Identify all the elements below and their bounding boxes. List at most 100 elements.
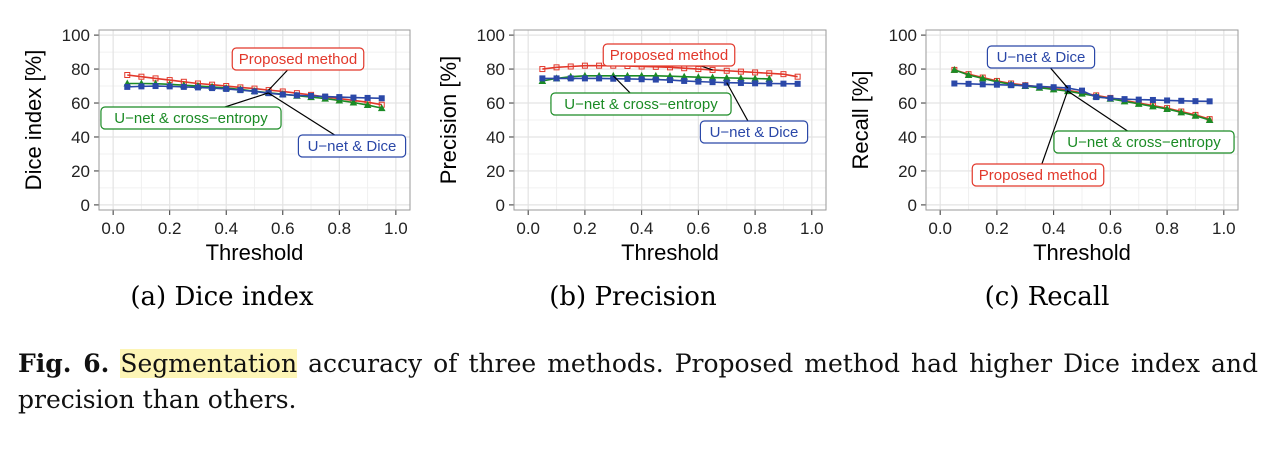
y-tick-label: 20: [486, 162, 505, 181]
data-point: [737, 79, 744, 86]
data-point: [1149, 96, 1156, 103]
data-point: [695, 78, 702, 85]
y-tick-label: 0: [496, 196, 505, 215]
data-point: [610, 75, 617, 82]
data-point: [279, 91, 286, 98]
callout-text: U−net & Dice: [997, 49, 1086, 66]
x-tick-label: 0.6: [271, 219, 295, 238]
data-point: [765, 74, 774, 82]
data-point: [694, 73, 703, 81]
callout-text: Proposed method: [979, 167, 1097, 184]
callout-box: [971, 163, 1105, 187]
y-tick-label: 80: [71, 60, 90, 79]
callout-box: [699, 120, 809, 144]
y-tick-label: 100: [477, 26, 505, 45]
x-tick-label: 0.0: [516, 219, 540, 238]
callout-label: U−net & cross−entropy: [100, 92, 282, 130]
x-tick-label: 0.4: [630, 219, 654, 238]
data-point: [780, 71, 787, 78]
data-point: [1192, 98, 1199, 105]
y-tick-label: 0: [81, 196, 90, 215]
data-point: [965, 80, 972, 87]
callout-box: [550, 92, 732, 116]
data-point: [723, 67, 730, 74]
data-point: [708, 73, 717, 81]
data-point: [194, 84, 201, 91]
data-point: [951, 80, 958, 87]
data-point: [293, 92, 300, 99]
data-point: [1149, 102, 1157, 110]
callout-box: [986, 45, 1096, 69]
x-tick-label: 0.4: [214, 219, 238, 238]
data-point: [993, 81, 1000, 88]
data-point: [737, 74, 745, 82]
figure-caption: Fig. 6. Segmentation accuracy of three m…: [18, 346, 1258, 418]
chart-panel-2: 0.0 0.2 0.4 0.6 0.8 1.0 0 20 40 60 80 100 Threshold P…: [436, 26, 827, 312]
figure-panels: 0.0 0.2 0.4 0.6 0.8 1.0 0 20 40 60 80 100 Threshold D…: [21, 26, 1239, 312]
data-point: [1093, 94, 1100, 101]
data-point: [237, 87, 244, 94]
callout-text: U−net & Dice: [308, 138, 397, 155]
data-point: [1008, 82, 1015, 89]
callout-leader: [1037, 90, 1069, 176]
data-point: [581, 75, 588, 82]
data-point: [979, 81, 986, 88]
y-axis-title: Recall [%]: [848, 70, 873, 169]
callout-label: U−net & Dice: [268, 92, 407, 158]
data-point: [709, 66, 716, 73]
y-tick-label: 40: [71, 128, 90, 147]
callout-text: Proposed method: [610, 47, 728, 64]
data-point: [152, 83, 159, 90]
chart-panel-1: 0.0 0.2 0.4 0.6 0.8 1.0 0 20 40 60 80 100 Threshold D…: [21, 26, 411, 312]
data-point: [780, 80, 787, 87]
caption-highlight: Segmentation: [120, 349, 298, 378]
data-point: [794, 80, 801, 87]
plot-border: [513, 29, 827, 211]
x-tick-label: 0.0: [101, 219, 125, 238]
data-point: [950, 65, 959, 73]
data-point: [138, 83, 145, 90]
data-point: [751, 74, 759, 82]
data-point: [1163, 104, 1171, 112]
data-point: [638, 76, 645, 83]
data-point: [978, 74, 987, 82]
y-axis-title: Precision [%]: [436, 56, 461, 184]
callout-text: Proposed method: [239, 51, 357, 68]
data-point: [223, 85, 230, 92]
data-point: [709, 79, 716, 86]
y-tick-label: 0: [908, 196, 917, 215]
callout-box: [231, 47, 365, 71]
data-point: [1191, 111, 1200, 119]
y-tick-label: 40: [486, 128, 505, 147]
callout-label: U−net & cross−entropy: [550, 75, 732, 116]
callout-label: Proposed method: [231, 47, 365, 91]
data-point: [349, 98, 358, 106]
callout-label: U−net & cross−entropy: [1053, 90, 1235, 154]
data-point: [1134, 99, 1143, 107]
callout-text: U−net & Dice: [710, 124, 799, 141]
data-point: [1135, 96, 1142, 103]
data-point: [652, 76, 659, 83]
plot-border: [925, 29, 1239, 211]
data-point: [251, 88, 258, 95]
data-point: [567, 63, 574, 70]
y-tick-label: 40: [898, 128, 917, 147]
callout-box: [297, 134, 407, 158]
y-tick-label: 80: [898, 60, 917, 79]
data-point: [667, 77, 673, 84]
callout-box: [602, 43, 736, 67]
x-tick-label: 0.4: [1042, 219, 1066, 238]
data-point: [766, 80, 773, 87]
y-axis-title: Dice index [%]: [21, 50, 46, 191]
subfigure-caption: (a) Dice index: [130, 282, 314, 312]
data-point: [1036, 83, 1043, 90]
caption-label: Fig. 6.: [18, 349, 110, 378]
data-point: [1107, 95, 1114, 102]
data-point: [553, 75, 560, 82]
data-point: [553, 64, 560, 71]
x-tick-label: 1.0: [800, 219, 824, 238]
data-point: [539, 75, 546, 82]
x-tick-label: 0.2: [985, 219, 1009, 238]
x-axis-title: Threshold: [206, 240, 304, 265]
series-3: [539, 75, 801, 87]
